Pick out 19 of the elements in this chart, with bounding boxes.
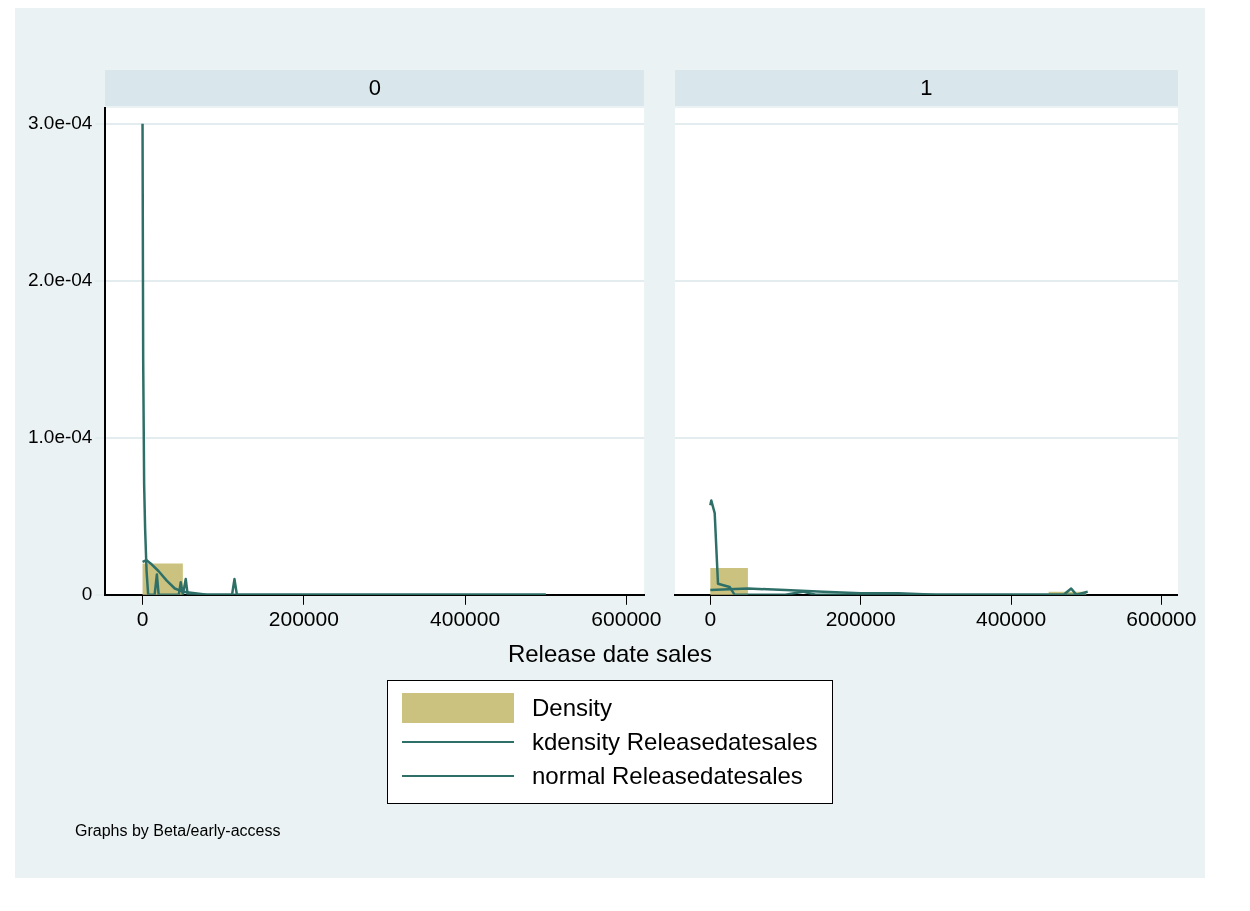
y-tick-label: 2.0e-04 [27, 268, 93, 290]
y-tick-label: 1.0e-04 [27, 426, 93, 447]
x-tick-label: 400000 [975, 607, 1047, 631]
x-tick-label: 200000 [268, 607, 339, 631]
x-tick-label: 400000 [430, 607, 501, 631]
x-tick-label: 600000 [1126, 607, 1197, 631]
x-tick-label: 600000 [591, 607, 662, 631]
legend-label: Density [532, 694, 613, 722]
legend-label: normal Releasedatesales [532, 762, 803, 790]
x-tick-label: 200000 [825, 607, 896, 631]
x-tick-label: 0 [704, 607, 717, 631]
legend-label: kdensity Releasedatesales [532, 728, 818, 756]
y-tick-label: 0 [81, 583, 93, 605]
text: Graphs by Beta/early-access [75, 822, 281, 840]
y-tick-label: 3.0e-04 [27, 111, 93, 133]
chart-title: 1 [675, 70, 1178, 106]
x-tick-label: 0 [136, 607, 149, 631]
x-axis-title: Release date sales [506, 640, 714, 668]
chart-title: 0 [105, 70, 645, 106]
